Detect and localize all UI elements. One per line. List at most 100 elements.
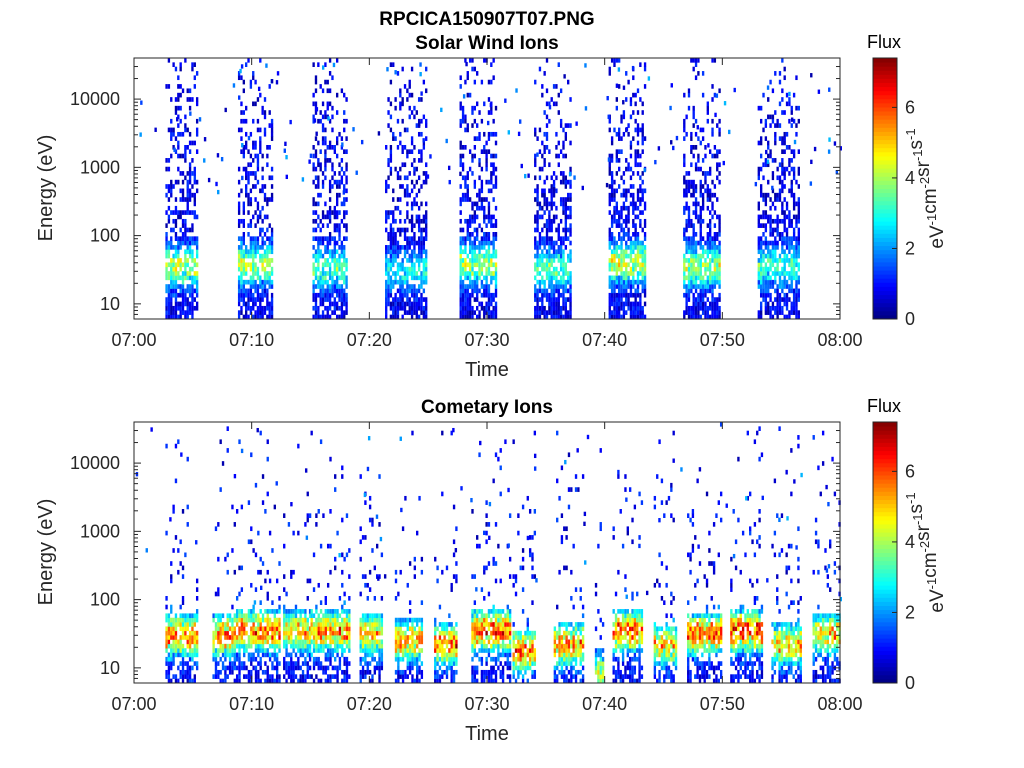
spectrogram-cell [685,205,688,211]
spectrogram-cell [615,83,619,88]
spectrogram-cell [774,297,777,302]
spectrogram-cell [317,284,320,289]
spectrogram-cell [639,201,642,207]
spectrogram-cell [165,266,168,272]
spectrogram-cell [396,279,400,285]
spectrogram-cell [328,184,332,189]
spectrogram-cell [701,310,705,315]
spectrogram-cell [795,131,798,137]
spectrogram-cell [328,218,332,224]
spectrogram-cell [172,622,175,627]
y-tick-label: 1000 [80,157,120,177]
spectrogram-cell [179,639,182,645]
spectrogram-cell [490,79,493,85]
spectrogram-cell [259,656,262,662]
spectrogram-cell [238,652,241,658]
spectrogram-cell [333,236,336,241]
spectrogram-cell [476,101,479,107]
spectrogram-cell [615,253,618,259]
spectrogram-cell [186,236,189,241]
spectrogram-cell [333,262,336,268]
spectrogram-cell [237,223,241,228]
spectrogram-cell [422,262,426,268]
spectrogram-cell [762,266,765,272]
spectrogram-cell [618,214,621,220]
spectrogram-cell [781,201,784,207]
spectrogram-cell [538,127,542,133]
spectrogram-cell [552,171,556,176]
spectrogram-cell [420,201,423,207]
spectrogram-cell [304,626,307,632]
spectrogram-cell [186,635,189,640]
spectrogram-cell [783,258,786,263]
spectrogram-cell [186,245,189,250]
spectrogram-cell [487,236,491,241]
spectrogram-cell [195,288,199,294]
spectrogram-cell [783,301,786,307]
spectrogram-cell [608,171,611,176]
spectrogram-cell [639,305,642,311]
spectrogram-cell [464,145,467,150]
spectrogram-cell [174,245,178,250]
spectrogram-cell [324,62,327,67]
spectrogram-cell [247,279,250,285]
spectrogram-cell [569,232,572,237]
spectrogram-cell [687,297,691,302]
spectrogram-cell [762,232,765,237]
spectrogram-cell [259,232,262,237]
spectrogram-cell [487,284,491,289]
spectrogram-cell [776,218,779,224]
spectrogram-cell [420,284,423,289]
spectrogram-cell [312,648,316,653]
spectrogram-cell [275,652,279,658]
spectrogram-cell [328,188,332,194]
spectrogram-cell [468,240,472,246]
spectrogram-cell [271,639,274,645]
spectrogram-cell [615,297,618,302]
spectrogram-cell [795,245,798,250]
spectrogram-cell [317,617,320,623]
spectrogram-cell [314,136,318,141]
spectrogram-cell [333,240,336,246]
spectrogram-cell [193,613,196,619]
spectrogram-cell [285,174,288,180]
spectrogram-cell [762,162,765,168]
spectrogram-cell [466,236,469,241]
spectrogram-cell [172,253,175,259]
spectrogram-cell [195,240,199,246]
spectrogram-cell [797,214,800,220]
spectrogram-cell [235,596,239,601]
spectrogram-cell [261,310,264,315]
spectrogram-cell [324,236,327,241]
spectrogram-cell [759,314,763,320]
spectrogram-cell [478,188,481,194]
spectrogram-cell [613,236,616,241]
spectrogram-cell [338,288,341,294]
spectrogram-cell [622,227,626,233]
spectrogram-cell [473,288,477,294]
spectrogram-cell [711,179,714,185]
colorbar-band [873,164,897,169]
spectrogram-cell [704,171,707,176]
spectrogram-cell [694,284,698,289]
spectrogram-cell [462,94,466,99]
spectrogram-cell [256,271,260,276]
spectrogram-cell [314,175,318,181]
spectrogram-cell [413,249,416,255]
spectrogram-cell [697,158,700,163]
spectrogram-cell [459,140,462,146]
spectrogram-cell [315,522,318,527]
spectrogram-cell [254,669,258,675]
spectrogram-cell [220,156,224,162]
spectrogram-cell [237,205,241,211]
spectrogram-cell [228,665,232,671]
spectrogram-cell [485,179,488,185]
spectrogram-cell [310,674,313,679]
spectrogram-cell [170,630,173,636]
spectrogram-cell [290,643,293,649]
spectrogram-cell [181,652,185,658]
spectrogram-cell [287,665,291,671]
spectrogram-cell [174,314,178,320]
spectrogram-cell [608,184,611,189]
spectrogram-cell [254,613,258,619]
